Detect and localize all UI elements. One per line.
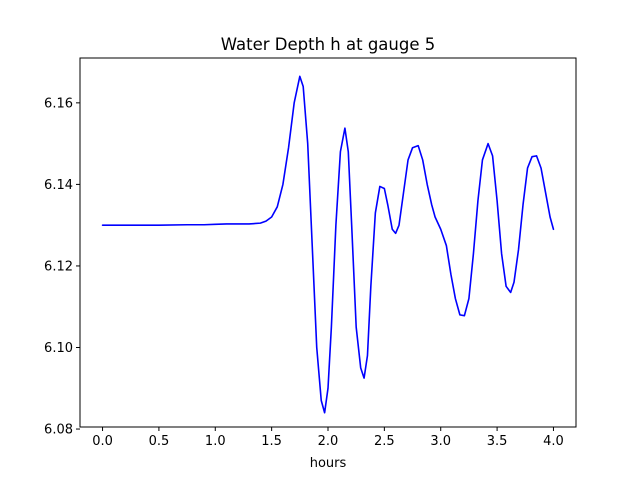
plot-area xyxy=(101,75,555,414)
y-tick-label: 6.10 xyxy=(44,341,73,356)
x-tick-label: 2.5 xyxy=(374,434,395,449)
y-tick-label: 6.14 xyxy=(44,178,73,193)
x-tick-label: 1.0 xyxy=(205,434,226,449)
x-axis-label: hours xyxy=(310,456,347,471)
chart-title: Water Depth h at gauge 5 xyxy=(221,35,435,54)
x-tick-label: 3.0 xyxy=(430,434,451,449)
axes: 0.0 0.5 1.0 1.5 2.0 2.5 3.0 3.5 4.0 6.08 6.10 6.12 6… xyxy=(44,57,577,449)
y-tick-label: 6.12 xyxy=(44,259,73,274)
x-tick-label: 0.5 xyxy=(149,434,170,449)
y-tick-label: 6.08 xyxy=(44,423,73,438)
y-tick-label: 6.16 xyxy=(44,96,73,111)
x-tick-label: 2.0 xyxy=(318,434,339,449)
series-line-0 xyxy=(101,75,555,414)
x-tick-label: 3.5 xyxy=(487,434,508,449)
x-tick-label: 1.5 xyxy=(261,434,282,449)
x-tick-label: 4.0 xyxy=(543,434,564,449)
x-tick-label: 0.0 xyxy=(92,434,113,449)
